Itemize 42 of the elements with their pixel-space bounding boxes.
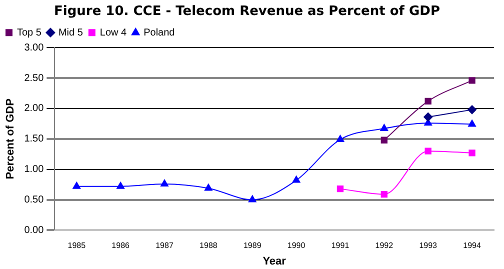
x-tick-label: 1988 <box>200 241 218 250</box>
point <box>424 148 432 154</box>
x-tick-label: 1994 <box>463 241 482 250</box>
y-tick-label: 0.50 <box>24 194 44 206</box>
x-tick-label: 1990 <box>287 241 306 250</box>
point <box>468 150 476 156</box>
point <box>380 190 388 198</box>
point <box>336 185 344 192</box>
point <box>292 176 300 183</box>
point <box>380 136 388 144</box>
point <box>424 112 433 122</box>
point <box>116 182 125 189</box>
point <box>424 98 432 104</box>
point <box>72 182 81 189</box>
legend-label: Top 5 <box>17 27 42 38</box>
point <box>336 135 344 142</box>
y-tick-label: 2.00 <box>24 103 44 114</box>
point <box>380 124 388 132</box>
y-tick-label: 2.50 <box>24 72 44 84</box>
y-tick-label: 1.00 <box>24 164 44 176</box>
legend-label: Poland <box>144 27 175 38</box>
point <box>468 105 477 114</box>
x-axis-title: Year <box>262 255 287 268</box>
chart-title: Figure 10. CCE - Telecom Revenue as Percent of GDP <box>54 4 440 20</box>
point <box>468 120 476 127</box>
y-tick-label: 1.50 <box>24 134 44 145</box>
point <box>160 179 168 186</box>
x-tick-label: 1986 <box>112 241 130 250</box>
x-tick-label: 1985 <box>68 241 86 250</box>
x-tick-label: 1993 <box>419 241 438 250</box>
y-tick-label: 0.00 <box>24 224 44 236</box>
legend-label: Low 4 <box>100 27 128 38</box>
point <box>248 195 256 202</box>
x-tick-label: 1991 <box>331 241 350 250</box>
point <box>204 184 212 191</box>
x-tick-label: 1989 <box>243 241 262 250</box>
x-tick-label: 1992 <box>375 241 394 250</box>
point <box>468 77 476 84</box>
y-axis-title: Percent of GDP <box>4 98 17 180</box>
x-tick-label: 1987 <box>156 241 174 250</box>
legend-label: Mid 5 <box>58 27 84 38</box>
y-tick-label: 3.00 <box>24 42 44 54</box>
